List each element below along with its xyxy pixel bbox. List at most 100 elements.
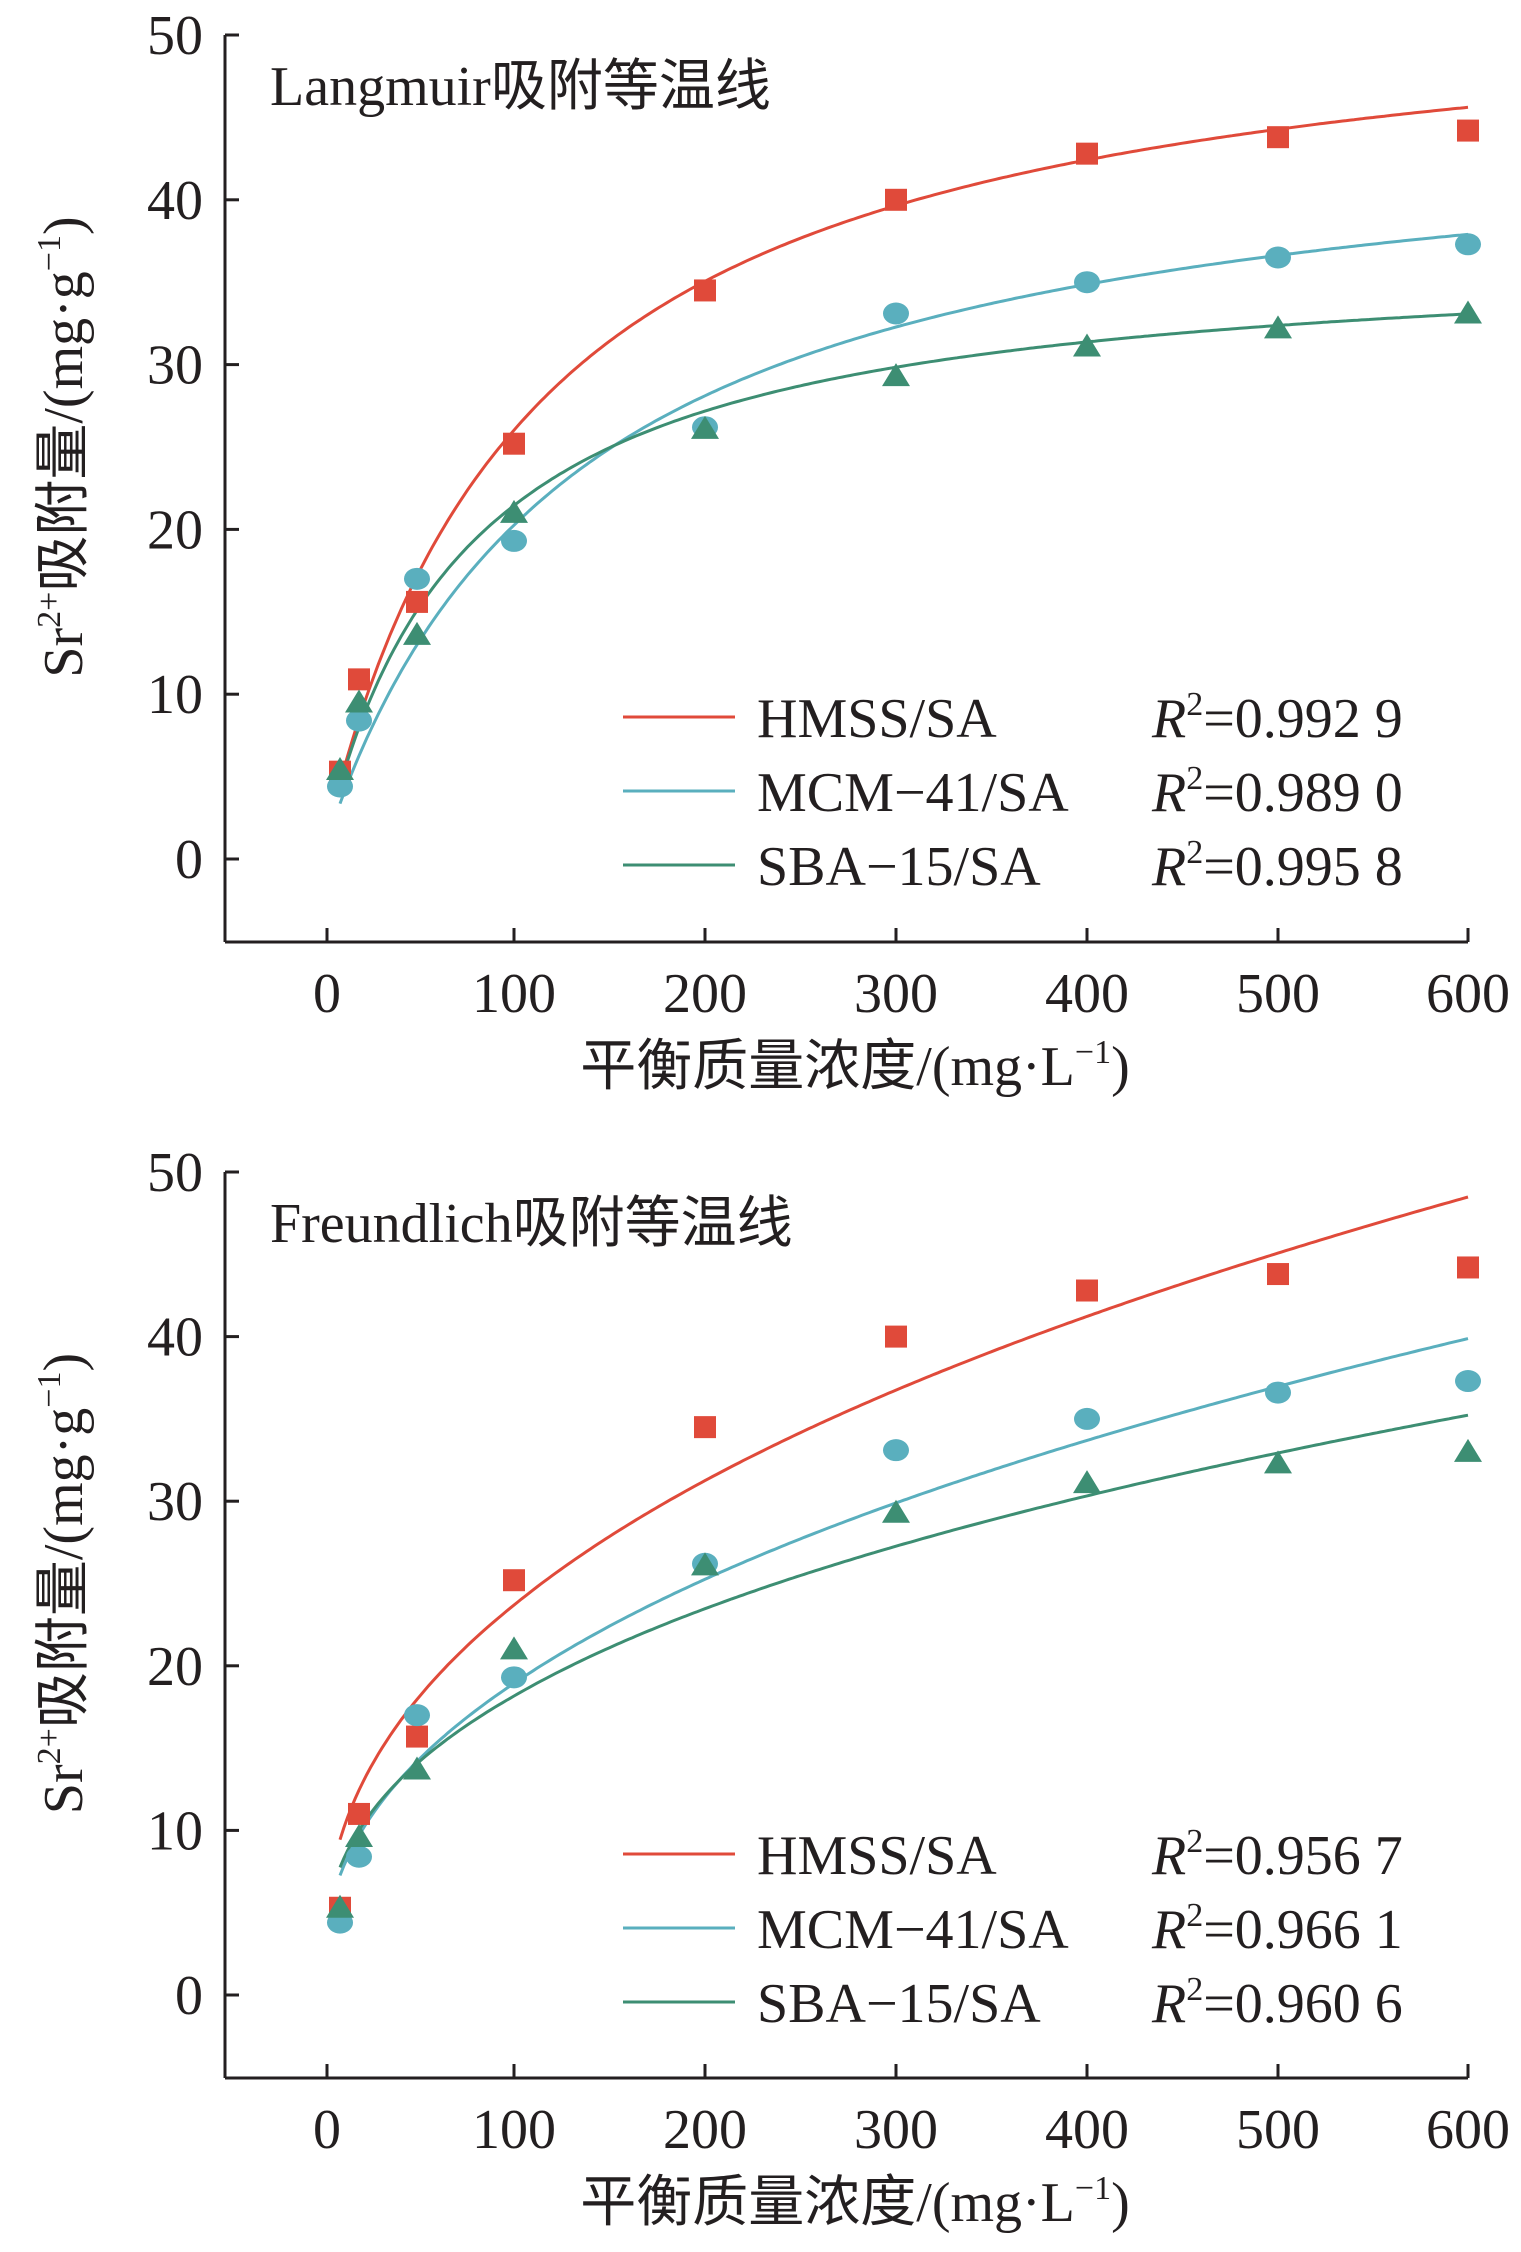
x-axis-label-main: 平衡质量浓度/(mg·L [580,1036,1075,1098]
data-point-series-1 [1457,1256,1479,1279]
y-tick-label: 10 [147,1800,203,1862]
y-tick-label: 30 [147,335,203,397]
r2-symbol: R [1151,1825,1186,1887]
data-point-series-3 [345,1823,373,1847]
x-tick-label: 300 [854,2099,938,2161]
y-tick-label: 40 [147,1307,203,1369]
data-point-series-1 [503,432,525,455]
y-axis-label-superscript: −1 [31,1372,68,1408]
data-point-series-2 [501,1666,527,1689]
x-axis-label-superscript: −1 [1075,2170,1111,2207]
r2-superscript: 2 [1186,686,1203,723]
x-axis-label-end: ) [1111,2172,1130,2234]
x-axis-label-main: 平衡质量浓度/(mg·L [580,2172,1075,2234]
x-axis-label: 平衡质量浓度/(mg·L−1) [580,1034,1129,1098]
data-point-series-1 [348,668,370,691]
x-tick-label: 500 [1236,2099,1320,2161]
r2-superscript: 2 [1186,1897,1203,1934]
data-point-series-2 [346,709,372,732]
legend-r2-series-3: R2=0.960 6 [1151,1971,1403,2035]
legend-label-series-2: MCM−41/SA [757,1899,1069,1961]
data-point-series-3 [500,499,528,523]
data-point-series-2 [1455,233,1481,256]
r2-value: =0.995 8 [1203,836,1403,898]
x-tick-label: 300 [854,963,938,1025]
legend-r2-series-2: R2=0.966 1 [1151,1897,1403,1961]
x-tick-label: 200 [663,963,747,1025]
x-tick-label: 0 [313,963,341,1025]
r2-symbol: R [1151,1973,1186,2035]
y-tick-label: 30 [147,1471,203,1533]
x-tick-label: 0 [313,2099,341,2161]
y-axis-label-superscript: −1 [31,235,68,271]
y-tick-label: 0 [175,1965,203,2027]
r2-superscript: 2 [1186,1971,1203,2008]
data-point-series-3 [326,757,354,781]
data-point-series-2 [883,1439,909,1462]
r2-superscript: 2 [1186,760,1203,797]
data-point-series-1 [1457,119,1479,142]
data-point-series-3 [1264,315,1292,339]
data-point-series-2 [404,1704,430,1727]
data-point-series-2 [404,567,430,590]
y-tick-label: 50 [147,1142,203,1204]
y-axis-label: Sr2+吸附量/(mg·g−1) [31,216,95,677]
x-tick-label: 100 [472,963,556,1025]
legend-label-series-1: HMSS/SA [757,1825,997,1887]
y-axis-label-main: 吸附量/(mg·g [33,1408,95,1728]
y-axis-label-sr: Sr [33,1764,95,1814]
data-point-series-3 [882,1499,910,1523]
legend-label-series-2: MCM−41/SA [757,762,1069,824]
r2-symbol: R [1151,836,1186,898]
data-point-series-1 [1267,1263,1289,1286]
y-axis-label-charge: 2+ [31,1728,68,1764]
data-point-series-3 [1454,300,1482,324]
data-point-series-3 [882,363,910,387]
data-point-series-1 [406,1725,428,1748]
data-point-series-3 [1073,333,1101,357]
legend-label-series-3: SBA−15/SA [757,836,1041,898]
data-point-series-2 [1265,246,1291,269]
data-point-series-3 [691,1552,719,1576]
r2-superscript: 2 [1186,1823,1203,1860]
y-axis-label-end: ) [33,1353,95,1372]
x-tick-label: 100 [472,2099,556,2161]
y-axis-label: Sr2+吸附量/(mg·g−1) [31,1353,95,1814]
data-point-series-1 [885,1325,907,1348]
r2-value: =0.992 9 [1203,688,1403,750]
y-axis-label-sr: Sr [33,627,95,677]
legend-r2-series-1: R2=0.956 7 [1151,1823,1403,1887]
y-tick-label: 20 [147,1636,203,1698]
data-point-series-1 [348,1802,370,1825]
data-point-series-3 [1264,1450,1292,1474]
data-point-series-1 [1076,1279,1098,1302]
x-tick-label: 400 [1045,963,1129,1025]
x-tick-label: 400 [1045,2099,1129,2161]
legend-label-series-1: HMSS/SA [757,688,997,750]
panel-title: Freundlich吸附等温线 [270,1193,793,1255]
data-point-series-2 [1074,271,1100,294]
data-point-series-2 [1455,1370,1481,1393]
r2-value: =0.989 0 [1203,762,1403,824]
r2-superscript: 2 [1186,834,1203,871]
y-tick-label: 40 [147,170,203,232]
x-axis-label: 平衡质量浓度/(mg·L−1) [580,2170,1129,2234]
data-point-series-3 [691,415,719,439]
r2-symbol: R [1151,1899,1186,1961]
data-point-series-1 [503,1569,525,1592]
data-point-series-1 [1076,142,1098,165]
fit-curve-series-1 [338,1195,1469,1841]
y-tick-label: 50 [147,5,203,67]
data-point-series-2 [327,775,353,798]
data-point-series-3 [326,1894,354,1918]
r2-value: =0.966 1 [1203,1899,1403,1961]
fit-curve-series-3 [338,1413,1469,1868]
data-point-series-3 [1454,1438,1482,1462]
data-point-series-2 [883,302,909,325]
data-point-series-2 [501,529,527,552]
data-point-series-2 [1265,1381,1291,1404]
x-tick-label: 600 [1426,963,1510,1025]
